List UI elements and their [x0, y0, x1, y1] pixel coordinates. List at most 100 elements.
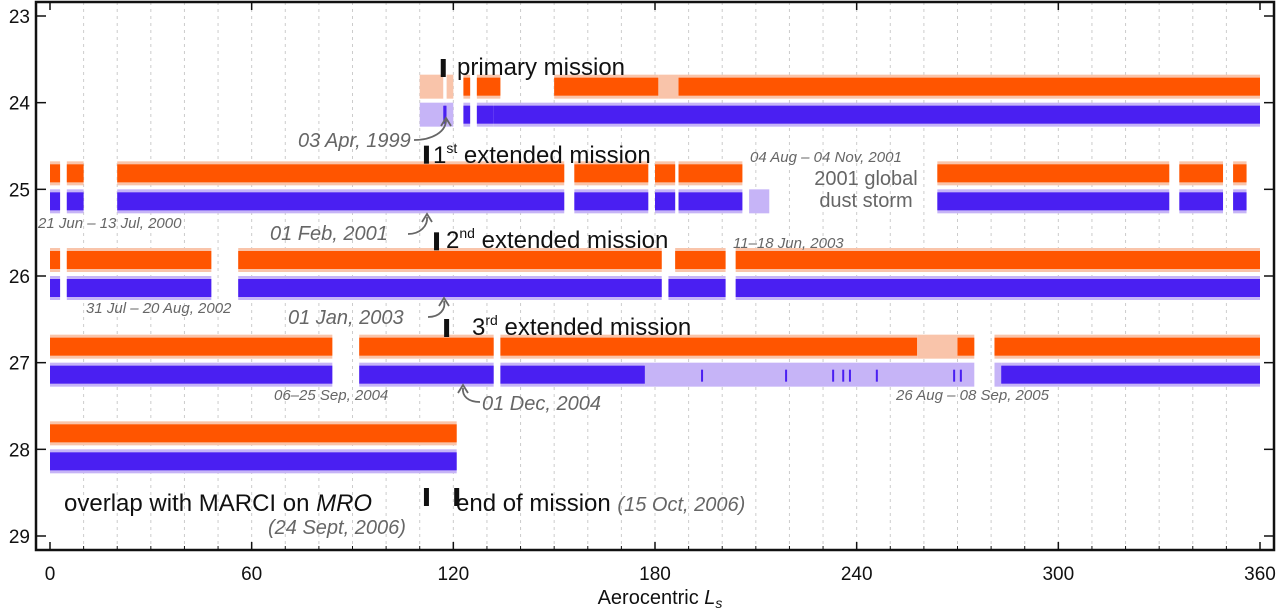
- purple-mark: [785, 369, 788, 382]
- arrow-2003: [427, 300, 446, 318]
- orange-bar: [50, 164, 61, 183]
- gap-2004: 06–25 Sep, 2004: [274, 387, 388, 404]
- date-1999: 03 Apr, 1999: [298, 130, 411, 152]
- label-primary-mission: primary mission: [457, 54, 625, 81]
- arrow-1999-head: [440, 116, 452, 127]
- mission-marker: [444, 319, 450, 337]
- orange-bar: [957, 337, 975, 356]
- purple-bar-partial: [749, 189, 770, 214]
- ticks: 0 60 120 180 240 300 360 23 24 25 26 27 28 29: [9, 2, 1276, 585]
- x-tick-label: 0: [45, 564, 56, 585]
- orange-bar: [238, 251, 662, 269]
- gap-2005: 26 Aug – 08 Sep, 2005: [895, 387, 1050, 404]
- purple-mark: [875, 369, 878, 382]
- mission-marker: [423, 488, 429, 506]
- mission-markers: [423, 59, 460, 506]
- storm-line1: 2001 global: [814, 168, 917, 190]
- orange-bar: [463, 77, 471, 96]
- purple-bar: [50, 192, 61, 211]
- orange-bar: [1179, 164, 1224, 183]
- orange-bar: [655, 164, 676, 183]
- orange-bar: [937, 164, 1170, 183]
- label-ext2: 2nd extended mission: [446, 225, 668, 254]
- x-tick-label: 300: [1042, 564, 1074, 585]
- purple-bar: [678, 192, 743, 211]
- arrow-2003-head: [438, 296, 450, 307]
- arrow-2001-head: [421, 212, 433, 223]
- data-bars: [50, 74, 1261, 474]
- orange-bar: [359, 337, 494, 356]
- x-tick-label: 180: [639, 564, 671, 585]
- y-tick-label: 23: [9, 7, 30, 28]
- purple-bar-partial: [644, 362, 975, 387]
- purple-bar: [238, 279, 662, 297]
- arrow-1999: [413, 119, 447, 141]
- orange-bar-partial: [446, 74, 454, 99]
- orange-bar: [554, 77, 659, 96]
- orange-bar: [735, 251, 1260, 269]
- y-tick-label: 25: [9, 180, 30, 201]
- purple-mark: [832, 369, 835, 382]
- orange-bar: [1233, 164, 1247, 183]
- mission-marker: [440, 59, 446, 77]
- label-overlap-marci: overlap with MARCI on MRO: [64, 490, 372, 517]
- purple-bar: [574, 192, 649, 211]
- purple-bar: [500, 365, 645, 384]
- gap-2001: 04 Aug – 04 Nov, 2001: [750, 149, 902, 166]
- orange-bar-partial: [419, 74, 444, 99]
- mission-marker: [454, 488, 460, 506]
- purple-mark: [959, 369, 962, 382]
- purple-bar: [476, 105, 494, 124]
- orange-bar: [50, 424, 457, 443]
- purple-bar: [443, 105, 447, 124]
- purple-bar: [50, 279, 61, 297]
- purple-bar: [493, 105, 1261, 124]
- y-tick-label: 29: [9, 527, 30, 548]
- purple-bar-partial: [419, 102, 444, 127]
- orange-bar-partial: [658, 74, 679, 99]
- purple-mark: [848, 369, 851, 382]
- purple-bar: [66, 192, 84, 211]
- x-tick-label: 360: [1244, 564, 1276, 585]
- x-tick-label: 60: [241, 564, 262, 585]
- orange-bar: [500, 337, 918, 356]
- purple-bar: [937, 192, 1170, 211]
- purple-bar-partial: [994, 362, 1002, 387]
- orange-bar: [476, 77, 501, 96]
- date-2001: 01 Feb, 2001: [270, 223, 388, 245]
- purple-mark: [701, 369, 704, 382]
- mission-marker: [423, 145, 429, 164]
- label-ext1: 1st extended mission: [433, 140, 651, 169]
- date-overlap: (24 Sept, 2006): [268, 517, 406, 539]
- purple-bar: [668, 279, 726, 297]
- purple-bar: [50, 365, 333, 384]
- y-tick-label: 27: [9, 354, 30, 375]
- orange-bar: [994, 337, 1260, 356]
- orange-bar: [50, 251, 61, 269]
- label-end-of-mission: end of mission (15 Oct, 2006): [456, 490, 745, 517]
- orange-bar: [678, 77, 1260, 96]
- mission-marker: [434, 232, 440, 251]
- y-tick-label: 24: [9, 94, 31, 115]
- gap-2000: 21 Jun – 13 Jul, 2000: [37, 215, 182, 232]
- purple-bar: [359, 365, 494, 384]
- orange-bar-partial: [917, 334, 958, 359]
- label-ext3: 3rd extended mission: [472, 312, 691, 341]
- purple-bar: [66, 279, 212, 297]
- y-tick-label: 28: [9, 440, 30, 461]
- purple-bar: [1179, 192, 1224, 211]
- storm-line2: dust storm: [819, 190, 912, 212]
- orange-bar: [678, 164, 743, 183]
- date-2003: 01 Jan, 2003: [288, 307, 404, 329]
- orange-bar: [117, 164, 565, 183]
- orange-bar: [574, 164, 649, 183]
- date-2004: 01 Dec, 2004: [482, 393, 601, 415]
- orange-bar: [66, 251, 212, 269]
- x-tick-label: 240: [841, 564, 873, 585]
- orange-bar: [50, 337, 333, 356]
- arrow-2001: [407, 216, 428, 235]
- y-tick-label: 26: [9, 267, 30, 288]
- x-tick-label: 120: [437, 564, 469, 585]
- gap-2003: 11–18 Jun, 2003: [733, 235, 844, 252]
